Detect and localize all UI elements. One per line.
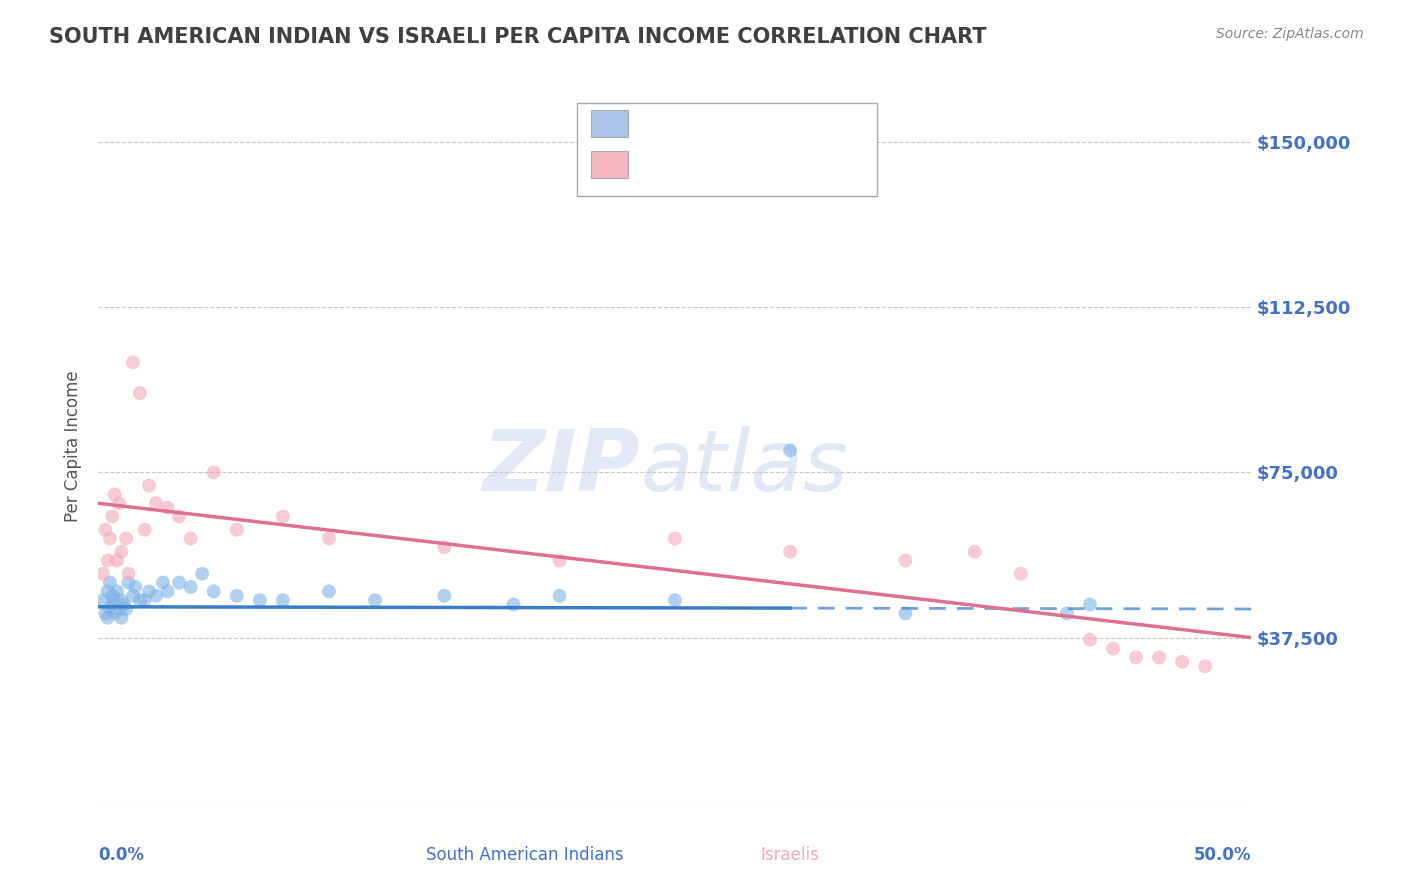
Point	[124, 580, 146, 594]
Point	[779, 545, 801, 559]
Point	[94, 523, 117, 537]
Point	[1078, 632, 1101, 647]
Point	[122, 589, 145, 603]
Point	[115, 532, 138, 546]
Point	[98, 532, 121, 546]
Point	[180, 532, 202, 546]
Point	[191, 566, 214, 581]
Point	[152, 575, 174, 590]
Point	[138, 584, 160, 599]
Point	[91, 566, 114, 581]
Point	[138, 478, 160, 492]
Text: R = -0.005: R = -0.005	[640, 114, 737, 128]
Point	[156, 500, 179, 515]
Point	[101, 589, 124, 603]
Text: 0.0%: 0.0%	[98, 846, 145, 863]
Point	[97, 611, 120, 625]
Point	[548, 589, 571, 603]
Point	[98, 575, 121, 590]
Point	[1147, 650, 1170, 665]
Point	[115, 602, 138, 616]
Point	[548, 553, 571, 567]
Point	[117, 566, 139, 581]
Point	[433, 589, 456, 603]
Point	[664, 593, 686, 607]
Text: 50.0%: 50.0%	[1194, 846, 1251, 863]
Point	[156, 584, 179, 599]
Text: Source: ZipAtlas.com: Source: ZipAtlas.com	[1216, 27, 1364, 41]
Point	[1171, 655, 1194, 669]
Point	[167, 575, 190, 590]
Bar	[591, 110, 627, 137]
Point	[433, 541, 456, 555]
Bar	[591, 151, 627, 178]
Point	[271, 509, 294, 524]
Point	[97, 584, 120, 599]
Point	[180, 580, 202, 594]
Point	[502, 598, 524, 612]
Point	[117, 575, 139, 590]
Point	[249, 593, 271, 607]
Point	[225, 523, 247, 537]
Point	[202, 584, 225, 599]
Point	[779, 443, 801, 458]
Text: R =  -0.312: R = -0.312	[640, 154, 747, 169]
Point	[110, 593, 132, 607]
Point	[1102, 641, 1125, 656]
Point	[1078, 598, 1101, 612]
Point	[145, 496, 167, 510]
Y-axis label: Per Capita Income: Per Capita Income	[65, 370, 83, 522]
Point	[110, 611, 132, 625]
Point	[91, 593, 114, 607]
Text: N = 36: N = 36	[790, 154, 851, 169]
Point	[112, 598, 135, 612]
Text: ZIP: ZIP	[482, 425, 640, 509]
Point	[1125, 650, 1147, 665]
Point	[108, 496, 131, 510]
Point	[122, 355, 145, 369]
Text: atlas: atlas	[640, 425, 848, 509]
Point	[134, 593, 156, 607]
Point	[110, 545, 132, 559]
Point	[167, 509, 190, 524]
Point	[101, 509, 124, 524]
Point	[664, 532, 686, 546]
Point	[271, 593, 294, 607]
FancyBboxPatch shape	[576, 103, 877, 196]
Point	[225, 589, 247, 603]
Point	[98, 602, 121, 616]
Point	[1194, 659, 1216, 673]
Point	[894, 607, 917, 621]
Point	[101, 598, 124, 612]
Point	[202, 466, 225, 480]
Point	[97, 553, 120, 567]
Point	[103, 607, 125, 621]
Point	[105, 584, 128, 599]
Point	[963, 545, 986, 559]
Point	[894, 553, 917, 567]
Point	[129, 593, 152, 607]
Point	[318, 532, 340, 546]
Point	[108, 602, 131, 616]
Point	[1056, 607, 1078, 621]
Text: South American Indians: South American Indians	[426, 846, 624, 863]
Point	[103, 593, 125, 607]
Text: SOUTH AMERICAN INDIAN VS ISRAELI PER CAPITA INCOME CORRELATION CHART: SOUTH AMERICAN INDIAN VS ISRAELI PER CAP…	[49, 27, 987, 46]
Point	[145, 589, 167, 603]
Point	[94, 607, 117, 621]
Point	[105, 553, 128, 567]
Point	[318, 584, 340, 599]
Point	[129, 386, 152, 401]
Point	[103, 487, 125, 501]
Text: N = 42: N = 42	[790, 114, 851, 128]
Text: Israelis: Israelis	[761, 846, 820, 863]
Point	[364, 593, 387, 607]
Point	[1010, 566, 1032, 581]
Point	[134, 523, 156, 537]
